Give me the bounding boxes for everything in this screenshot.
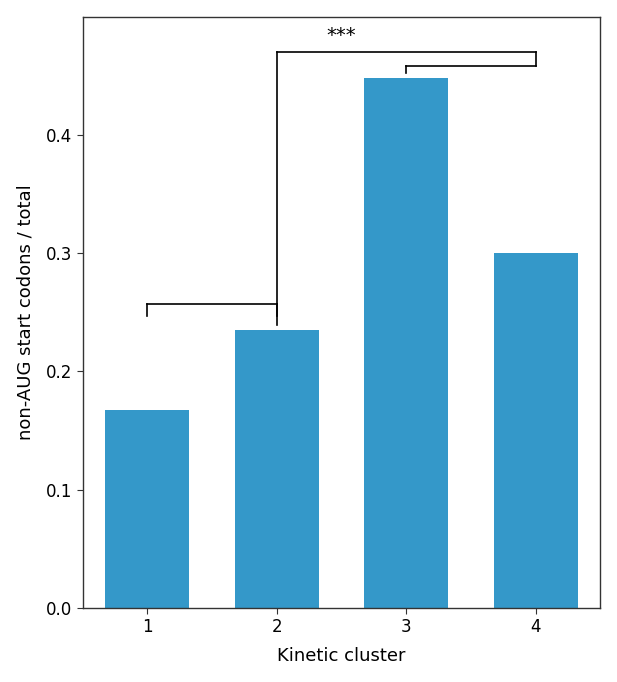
Y-axis label: non-AUG start codons / total: non-AUG start codons / total [17,184,35,440]
Bar [494,253,578,608]
Bar [106,411,189,608]
X-axis label: Kinetic cluster: Kinetic cluster [277,647,406,666]
Bar [234,330,319,608]
Text: ***: *** [326,26,356,45]
Bar [364,78,448,608]
